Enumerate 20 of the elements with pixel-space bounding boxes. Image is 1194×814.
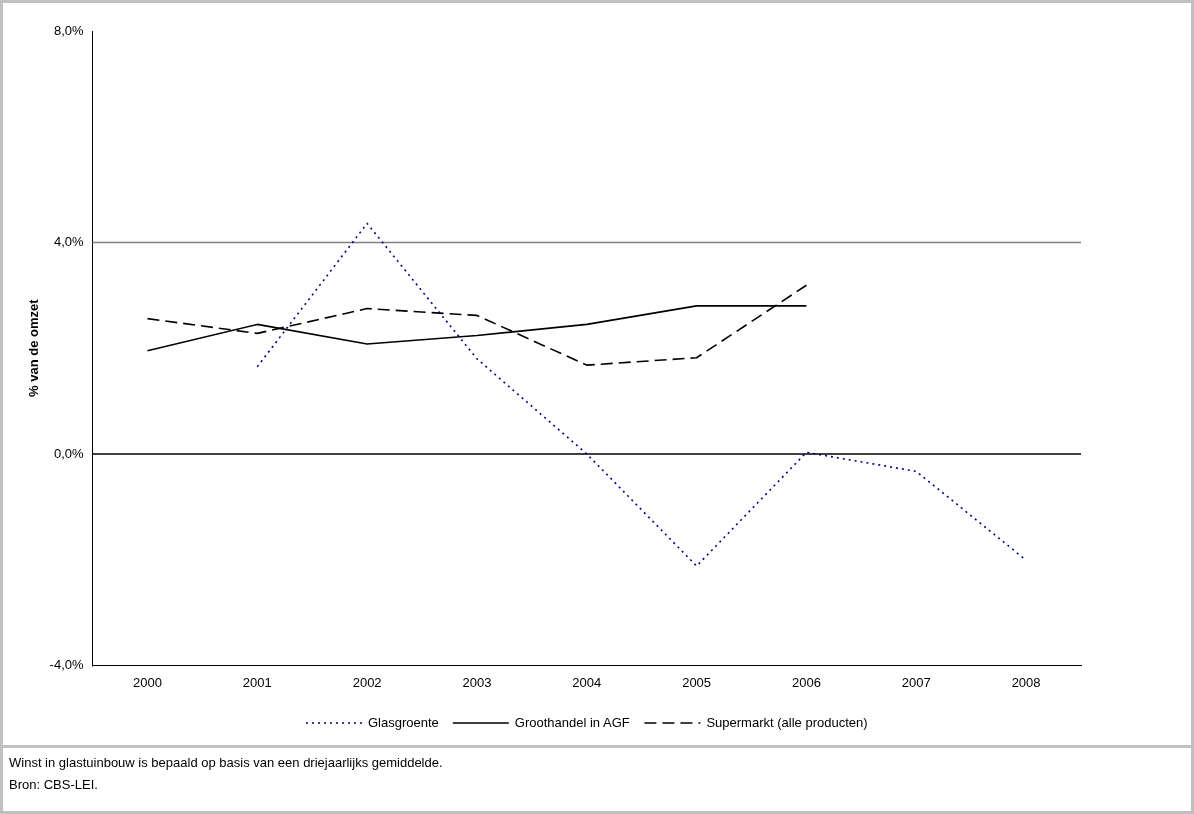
x-tick-label: 2005: [682, 674, 712, 690]
legend-label: Groothandel in AGF: [514, 714, 630, 730]
y-tick-label: 8,0%: [53, 22, 84, 38]
legend-label: Glasgroente: [368, 714, 439, 730]
y-tick-label: 0,0%: [53, 445, 84, 461]
y-axis-title: % van de omzet: [26, 298, 42, 397]
line-series: [146, 284, 808, 366]
y-tick-label: -4,0%: [49, 656, 84, 672]
x-tick-label: 2001: [242, 674, 272, 690]
x-tick-label: 2006: [791, 674, 821, 690]
x-tick-label: 2004: [572, 674, 602, 690]
x-tick-label: 2003: [462, 674, 492, 690]
text: Bron: CBS-LEI.: [9, 776, 99, 794]
text: Winst in glastuinbouw is bepaald op basis van een driejaarlijks gemiddelde.: [9, 754, 444, 772]
x-tick-label: 2008: [1011, 674, 1041, 690]
x-tick-label: 2002: [352, 674, 382, 690]
y-tick-label: 4,0%: [53, 234, 84, 250]
x-tick-label: 2007: [901, 674, 931, 690]
x-tick-label: 2000: [133, 674, 162, 690]
legend-label: Supermarkt (alle producten): [706, 714, 868, 730]
